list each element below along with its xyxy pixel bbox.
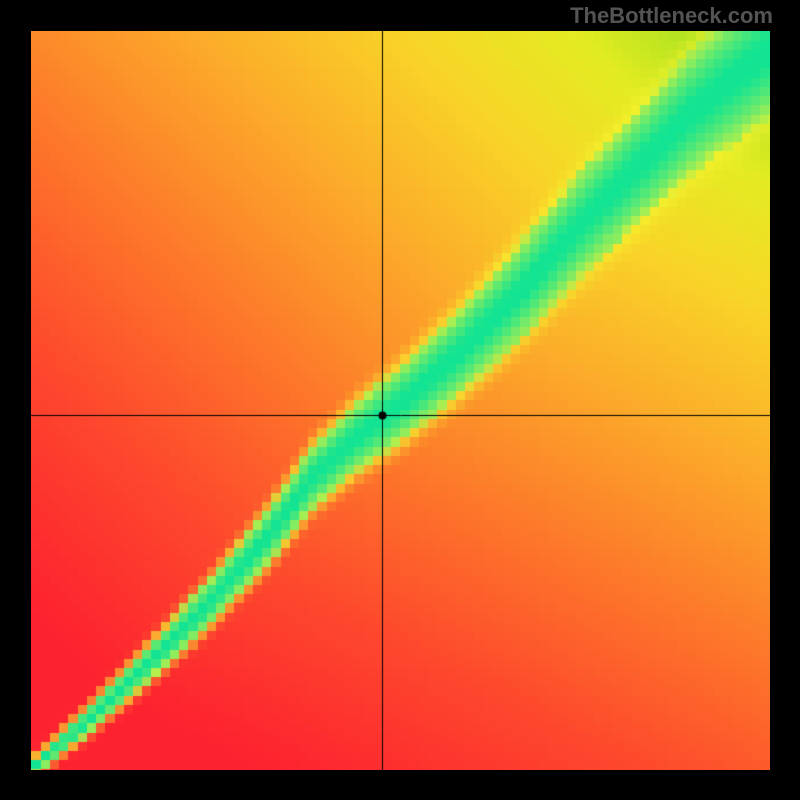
heatmap-canvas [31,31,770,770]
stage: TheBottleneck.com [0,0,800,800]
watermark-text: TheBottleneck.com [570,3,773,29]
